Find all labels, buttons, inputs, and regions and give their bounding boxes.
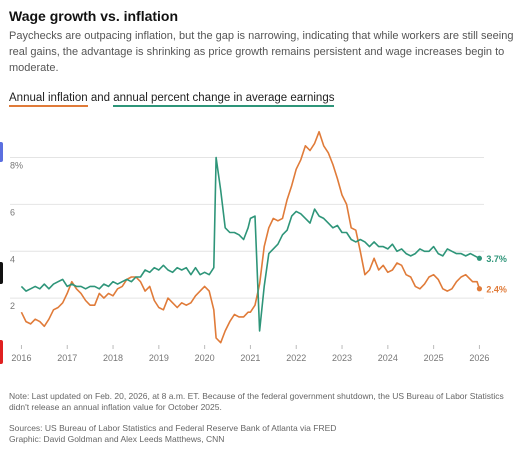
series-lines	[20, 130, 481, 344]
chart-title: Wage growth vs. inflation	[9, 8, 179, 24]
notes: Note: Last updated on Feb. 20, 2026, at …	[9, 391, 519, 445]
x-tick-label: 2018	[103, 353, 123, 363]
legend: Annual inflation and annual percent chan…	[9, 92, 335, 107]
end-point-earnings	[476, 255, 483, 261]
x-tick-label: 2025	[424, 353, 444, 363]
y-tick-label: 8%	[10, 161, 23, 171]
series-line-earnings	[20, 156, 480, 332]
x-tick-label: 2021	[240, 353, 260, 363]
series-end-markers: 2.4% 3.7%	[476, 254, 507, 294]
x-tick-label: 2023	[332, 353, 352, 363]
grid	[10, 157, 484, 299]
legend-inflation: Annual inflation	[9, 92, 88, 107]
y-axis: 2 4 6 8%	[10, 161, 23, 312]
sources-text: Sources: US Bureau of Labor Statistics a…	[9, 423, 337, 433]
left-edge-marker	[0, 340, 3, 364]
y-tick-label: 4	[10, 254, 15, 264]
end-label-earnings: 3.7%	[486, 254, 507, 264]
legend-earnings: annual percent change in average earning…	[113, 92, 335, 107]
x-tick-label: 2016	[11, 353, 31, 363]
x-tick-label: 2024	[378, 353, 398, 363]
x-tick-label: 2026	[469, 353, 489, 363]
chart-subtitle: Paychecks are outpacing inflation, but t…	[9, 30, 514, 74]
series-line-inflation	[20, 130, 481, 344]
y-tick-label: 2	[10, 301, 15, 311]
x-tick-label: 2022	[286, 353, 306, 363]
y-tick-label: 6	[10, 207, 15, 217]
x-tick-label: 2017	[57, 353, 77, 363]
graphic-credit: Graphic: David Goldman and Alex Leeds Ma…	[9, 434, 225, 444]
x-tick-label: 2020	[195, 353, 215, 363]
note-text: Note: Last updated on Feb. 20, 2026, at …	[9, 391, 504, 412]
x-axis: 2016 2017 2018 2019 2020 2021 2022 2023 2024 2025…	[11, 345, 489, 363]
legend-connector: and	[90, 92, 111, 104]
end-point-inflation	[476, 286, 483, 292]
x-tick-label: 2019	[149, 353, 169, 363]
end-label-inflation: 2.4%	[486, 284, 507, 294]
left-edge-marker	[0, 142, 3, 162]
left-edge-marker	[0, 262, 3, 284]
